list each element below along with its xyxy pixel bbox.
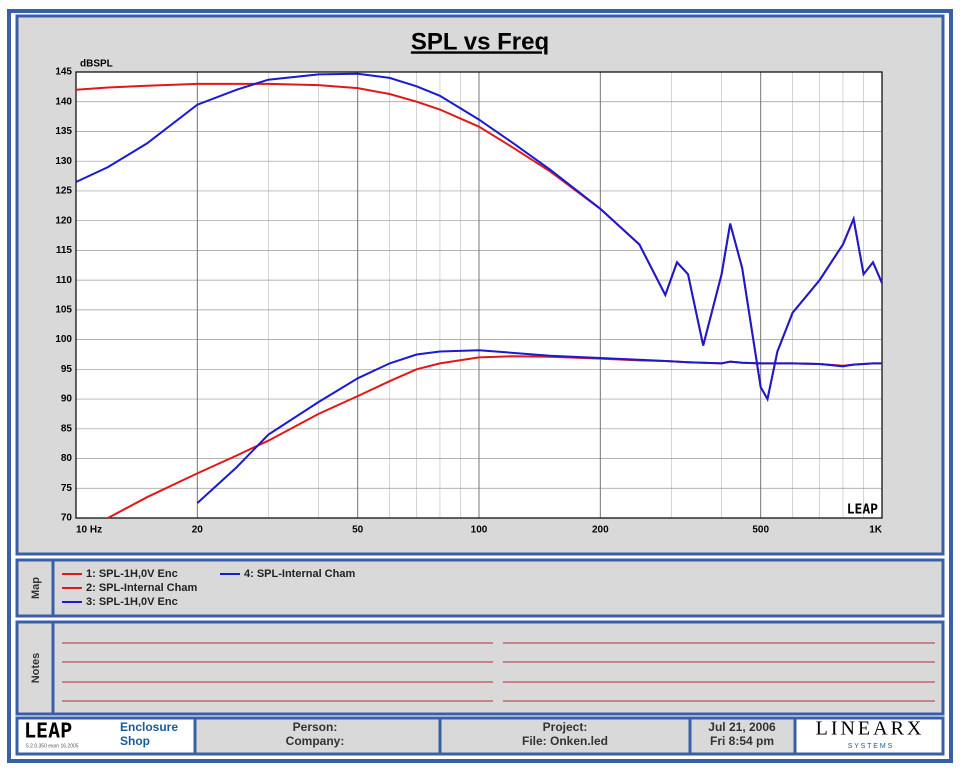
person-box	[193, 716, 442, 756]
map-panel	[15, 558, 945, 618]
legend-label: 1: SPL-1H,0V Enc	[86, 568, 178, 580]
x-tick-label: 10 Hz	[76, 525, 102, 536]
y-tick-label: 80	[61, 453, 73, 464]
version: 5.2.0.350 exon 16.2005	[26, 743, 79, 749]
file: File: Onken.led	[522, 734, 608, 748]
footer-logo: LEAP	[24, 719, 72, 743]
company: Company:	[286, 734, 345, 748]
brand-sub: S Y S T E M S	[848, 743, 893, 750]
notes-label: Notes	[30, 653, 42, 684]
project: Project:	[543, 720, 588, 734]
x-tick-label: 200	[592, 525, 609, 536]
brand: LINEARX	[816, 718, 925, 740]
product: Enclosure	[120, 720, 178, 734]
product: Shop	[120, 734, 150, 748]
series-line	[196, 349, 882, 504]
y-tick-label: 115	[56, 245, 73, 256]
series-line	[75, 72, 883, 402]
y-axis-label: dBSPL	[80, 59, 113, 70]
x-tick-label: 50	[352, 525, 364, 536]
y-tick-label: 95	[61, 364, 73, 375]
y-tick-label: 135	[55, 126, 72, 137]
chart-logo: LEAP	[847, 503, 878, 518]
y-tick-label: 140	[55, 96, 72, 107]
y-tick-label: 125	[55, 186, 72, 197]
project-box	[438, 716, 692, 756]
date: Jul 21, 2006	[708, 720, 776, 734]
notes-panel	[15, 620, 945, 716]
y-tick-label: 85	[61, 423, 73, 434]
x-tick-label: 1K	[869, 525, 883, 536]
y-tick-label: 130	[55, 156, 72, 167]
y-tick-label: 90	[61, 394, 73, 405]
x-tick-label: 20	[192, 525, 204, 536]
map-label: Map	[30, 577, 42, 599]
x-tick-label: 500	[752, 525, 769, 536]
time: Fri 8:54 pm	[710, 734, 774, 748]
x-tick-label: 100	[471, 525, 488, 536]
y-tick-label: 145	[55, 67, 72, 78]
y-tick-label: 100	[55, 334, 72, 345]
y-tick-label: 120	[55, 215, 72, 226]
note-lines	[62, 642, 935, 702]
legend-label: 3: SPL-1H,0V Enc	[86, 596, 178, 608]
y-tick-label: 75	[61, 483, 73, 494]
legend-label: 4: SPL-Internal Cham	[244, 568, 355, 580]
person: Person:	[293, 720, 338, 734]
y-tick-label: 105	[55, 305, 72, 316]
plot-border	[75, 71, 883, 519]
date-box	[688, 716, 797, 756]
legend-label: 2: SPL-Internal Cham	[86, 582, 197, 594]
y-tick-label: 70	[61, 513, 73, 524]
chart-title: SPL vs Freq	[411, 28, 549, 55]
y-tick-label: 110	[56, 275, 73, 286]
